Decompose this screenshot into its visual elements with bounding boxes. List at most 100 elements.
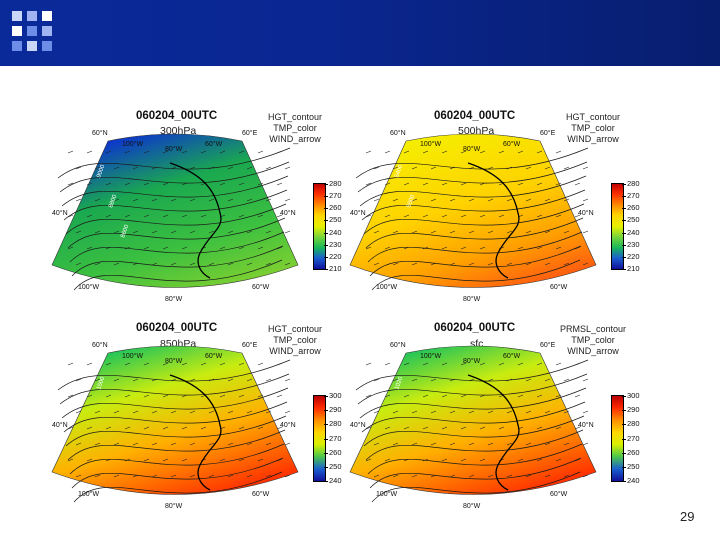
- wind-arrow: [105, 458, 112, 462]
- wind-arrow: [384, 214, 391, 218]
- colorbar-tick-label: 280: [324, 419, 342, 429]
- wind-arrow: [86, 246, 93, 250]
- wind-arrow: [276, 362, 283, 366]
- wind-arrow: [238, 182, 245, 186]
- var-label: WIND_arrow: [269, 346, 321, 356]
- wind-arrow: [189, 442, 196, 446]
- wind-arrow: [460, 362, 467, 366]
- wind-arrow: [246, 166, 253, 170]
- wind-arrow: [384, 246, 391, 250]
- wind-arrow: [498, 362, 505, 366]
- lon-label: 80°W: [165, 357, 183, 365]
- wind-arrow: [219, 458, 226, 462]
- wind-arrow: [276, 182, 283, 186]
- wind-arrow: [506, 410, 513, 414]
- wind-arrow: [67, 214, 74, 218]
- wind-arrow: [170, 442, 177, 446]
- lon-label: 100°W: [420, 140, 441, 148]
- wind-arrow: [265, 166, 272, 170]
- wind-arrow: [392, 166, 399, 170]
- wind-arrow: [181, 362, 188, 366]
- wind-arrow: [441, 214, 448, 218]
- wind-arrow: [392, 442, 399, 446]
- wind-arrow: [238, 458, 245, 462]
- wind-arrow: [460, 150, 467, 154]
- wind-arrow: [143, 394, 150, 398]
- contour-line: [365, 217, 584, 249]
- colorbar-tick-label: 230: [622, 239, 640, 249]
- wind-arrow: [265, 442, 272, 446]
- wind-arrow: [430, 230, 437, 234]
- wind-arrow: [124, 214, 131, 218]
- contour-line: [67, 429, 286, 461]
- wind-arrow: [67, 394, 74, 398]
- wind-arrow: [75, 262, 82, 266]
- contour-line: [369, 457, 582, 489]
- colorbar-tick-label: 210: [622, 264, 640, 273]
- wind-arrow: [536, 362, 543, 366]
- wind-arrow: [441, 182, 448, 186]
- wind-arrow: [162, 182, 169, 186]
- wind-arrow: [555, 458, 562, 462]
- lat-label: 60°N: [390, 129, 406, 137]
- wind-arrow: [574, 394, 581, 398]
- wind-arrow: [525, 378, 532, 382]
- contour-line: [69, 443, 285, 475]
- var-label: TMP_color: [273, 335, 317, 345]
- wind-arrow: [162, 394, 169, 398]
- wind-arrow: [170, 410, 177, 414]
- wind-arrow: [227, 442, 234, 446]
- lon-label: 100°W: [122, 140, 143, 148]
- lat-label: 40°N: [52, 421, 68, 429]
- wind-arrow: [563, 198, 570, 202]
- wind-arrow: [525, 442, 532, 446]
- wind-arrow: [544, 442, 551, 446]
- header-logo-squares: [12, 11, 56, 55]
- wind-arrow: [124, 182, 131, 186]
- wind-arrow: [208, 198, 215, 202]
- wind-arrow: [170, 378, 177, 382]
- contour-line: [367, 231, 583, 263]
- coastline: [467, 162, 520, 279]
- wind-arrow: [238, 246, 245, 250]
- wind-arrow: [430, 410, 437, 414]
- wind-arrow: [284, 262, 291, 266]
- wind-arrow: [86, 426, 93, 430]
- wind-arrow: [479, 362, 486, 366]
- wind-arrow: [132, 166, 139, 170]
- var-label: WIND_arrow: [269, 134, 321, 144]
- weather-map: 1020 60°N 40°N 100°W 60°E 40°N 60°W 100°W 80°W 60…: [349, 341, 597, 510]
- colorbar-tick-label: 270: [324, 191, 342, 201]
- wind-arrow: [563, 474, 570, 478]
- contour-label: 1020: [394, 375, 404, 390]
- logo-square: [12, 26, 22, 36]
- wind-arrow: [162, 362, 169, 366]
- contour-line: [355, 147, 589, 179]
- wind-arrow: [94, 474, 101, 478]
- wind-arrow: [208, 442, 215, 446]
- wind-arrow: [105, 182, 112, 186]
- lat-label: 40°N: [52, 209, 68, 217]
- wind-arrow: [143, 182, 150, 186]
- lat-label: 60°E: [540, 341, 556, 349]
- wind-arrow: [132, 378, 139, 382]
- lon-label: 80°W: [165, 295, 183, 303]
- wind-arrow: [227, 474, 234, 478]
- lat-label: 60°E: [540, 129, 556, 137]
- wind-arrow: [67, 362, 74, 366]
- wind-arrow: [124, 426, 131, 430]
- lon-label: 80°W: [165, 502, 183, 510]
- wind-arrow: [460, 458, 467, 462]
- wind-arrow: [151, 442, 158, 446]
- wind-arrow: [574, 150, 581, 154]
- wind-arrow: [422, 214, 429, 218]
- wind-arrow: [430, 378, 437, 382]
- contour-label: 5500: [406, 193, 416, 208]
- wind-arrow: [162, 426, 169, 430]
- wind-arrow: [574, 362, 581, 366]
- lon-label: 100°W: [376, 490, 397, 498]
- wind-arrow: [449, 262, 456, 266]
- wind-arrow: [151, 474, 158, 478]
- temperature-field: [349, 345, 597, 495]
- wind-arrow: [373, 166, 380, 170]
